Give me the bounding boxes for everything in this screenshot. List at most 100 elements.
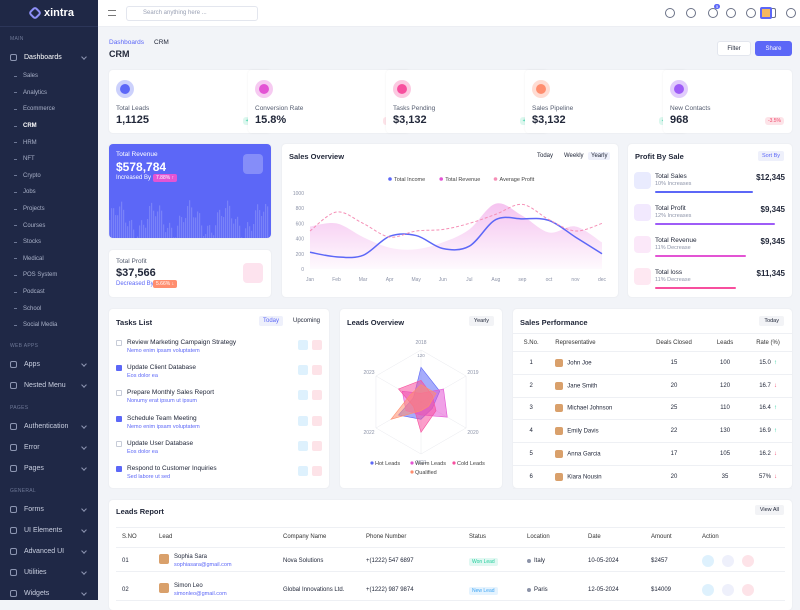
checkbox[interactable] (116, 466, 122, 472)
nav-subitem[interactable]: Projects (0, 201, 98, 218)
profit-card: Total Profit $37,566 Decreased By 5.66% ↓ (109, 250, 271, 297)
nav-subitem[interactable]: Sales (0, 68, 98, 85)
nav-subitem[interactable]: Social Media (0, 317, 98, 334)
decor-bar (209, 225, 211, 238)
decor-bar (109, 220, 111, 238)
item-value: $9,345 (760, 237, 785, 246)
header-icon[interactable] (686, 8, 696, 18)
avatar[interactable] (760, 7, 772, 19)
nav-item[interactable]: Advanced UI (0, 541, 98, 562)
table-cell: 1 (513, 351, 550, 375)
nav-subitem[interactable]: POS System (0, 267, 98, 284)
decor-bar (119, 206, 121, 238)
nav-item[interactable]: Pages (0, 458, 98, 479)
edit-button[interactable] (298, 440, 308, 451)
nav-item[interactable]: Forms (0, 499, 98, 520)
table-cell: Michael Johnson (549, 397, 642, 421)
checkbox[interactable] (116, 440, 122, 447)
revenue-icon (243, 154, 263, 174)
item-icon (634, 172, 651, 189)
profit-badge: 5.66% ↓ (153, 280, 178, 288)
nav-subitem[interactable]: Analytics (0, 85, 98, 102)
decor-bar (155, 216, 157, 238)
nav-subitem[interactable]: Crypto (0, 168, 98, 185)
checkbox[interactable] (116, 390, 122, 397)
avatar (555, 427, 564, 436)
edit-button[interactable] (298, 340, 308, 350)
nav-subitem[interactable]: NFT (0, 151, 98, 168)
x-tick-label: Feb (332, 277, 341, 283)
decor-bar (169, 222, 171, 238)
delete-button[interactable] (312, 340, 322, 350)
nav-sublabel: CRM (23, 123, 37, 130)
decor-bar (173, 237, 175, 238)
header-icon[interactable] (665, 8, 675, 18)
edit-button[interactable] (298, 466, 308, 476)
nav-subitem[interactable]: Podcast (0, 284, 98, 301)
nav-subitem[interactable]: Ecommerce (0, 101, 98, 118)
view-all-button[interactable]: View All (754, 505, 784, 515)
stat-value: 968 (670, 114, 689, 126)
chevron (81, 589, 87, 596)
checkbox[interactable] (116, 415, 122, 422)
delete-button[interactable] (312, 415, 322, 426)
header-icon[interactable] (726, 8, 736, 18)
action-button[interactable] (722, 555, 734, 567)
action-button[interactable] (742, 584, 754, 596)
nav-subitem[interactable]: Jobs (0, 184, 98, 201)
delete-button[interactable] (312, 440, 322, 451)
search-box[interactable]: Search anything here ... (126, 6, 258, 21)
edit-button[interactable] (298, 365, 308, 376)
task-tab[interactable]: Upcoming (293, 318, 321, 324)
table-cell: 17 (641, 442, 706, 466)
nav-item[interactable]: Dashboards (0, 47, 98, 68)
action-button[interactable] (722, 584, 734, 596)
nav-subitem[interactable]: CRM (0, 118, 98, 135)
nav-subitem[interactable]: Medical (0, 251, 98, 268)
nav-icon (10, 464, 17, 472)
nav-item[interactable]: Authentication (0, 416, 98, 437)
nav-item[interactable]: UI Elements (0, 520, 98, 541)
nav-item[interactable]: Utilities (0, 562, 98, 583)
nav-subitem[interactable]: School (0, 300, 98, 317)
nav-subitem[interactable]: Stocks (0, 234, 98, 251)
edit-button[interactable] (298, 415, 308, 426)
delete-button[interactable] (312, 365, 322, 376)
nav-item[interactable]: Error (0, 437, 98, 458)
nav-item[interactable]: Nested Menu (0, 375, 98, 396)
sales-chart: 0 200 400 600 800 1000 Jan Feb Mar Apr May Jun Jul Au… (293, 177, 607, 283)
share-button[interactable]: Share (755, 41, 792, 56)
nav-item[interactable]: Widgets (0, 583, 98, 601)
action-button[interactable] (702, 555, 714, 567)
delete-button[interactable] (312, 466, 322, 476)
nav-label: Forms (24, 505, 44, 513)
action-button[interactable] (742, 555, 754, 567)
nav-subitem[interactable]: Courses (0, 217, 98, 234)
header-icon[interactable] (786, 8, 796, 18)
nav-label: Widgets (24, 589, 50, 597)
trend-arrow: ↓ (774, 473, 778, 480)
cell-text: 20 (670, 473, 678, 480)
cell-text: 35 (721, 473, 729, 480)
task-title: Respond to Customer Inquiries (127, 465, 217, 472)
menu-toggle[interactable] (108, 10, 116, 16)
cell-text: 16.4 (759, 405, 771, 412)
decor-bar (145, 227, 147, 238)
nav-item[interactable]: Apps (0, 354, 98, 375)
decor-bar (189, 200, 191, 238)
task-tab[interactable]: Today (259, 316, 284, 326)
column-header: Phone Number (366, 534, 407, 540)
delete-button[interactable] (312, 390, 322, 401)
action-button[interactable] (702, 584, 714, 596)
sales-table: S.No. Representative Deals Closed Leads Rate… (513, 333, 792, 489)
table-cell: 110 (705, 397, 745, 421)
filter-button[interactable]: Filter (717, 41, 751, 56)
checkbox[interactable] (116, 365, 122, 372)
header-icon[interactable]: 5 (708, 4, 721, 18)
header-icon[interactable] (746, 8, 756, 18)
edit-button[interactable] (298, 390, 308, 401)
profit-label: Total Profit (116, 258, 147, 265)
checkbox[interactable] (116, 340, 122, 346)
trend-arrow: ↑ (773, 405, 777, 412)
nav-subitem[interactable]: HRM (0, 134, 98, 151)
